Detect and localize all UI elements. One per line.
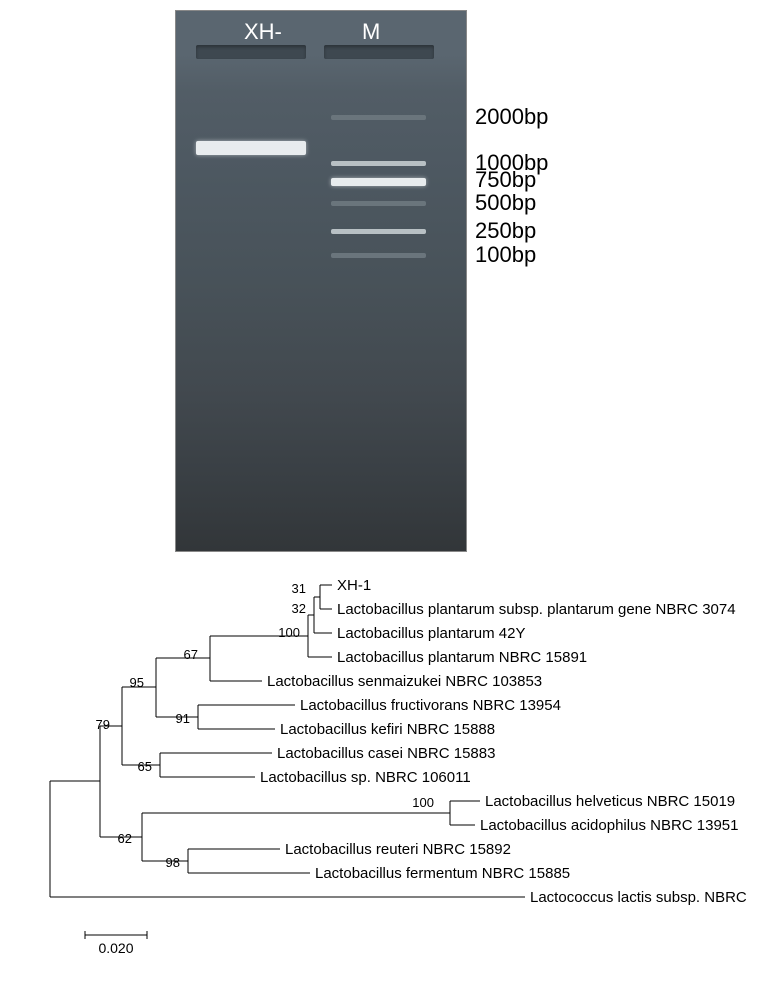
taxon-label: Lactobacillus fermentum NBRC 15885	[315, 865, 570, 882]
scale-value: 0.020	[98, 940, 133, 956]
bootstrap-value: 65	[138, 759, 152, 774]
ladder-band	[331, 229, 426, 234]
ladder-band	[331, 253, 426, 258]
taxon-label: Lactobacillus plantarum subsp. plantarum…	[337, 601, 736, 618]
bootstrap-value: 98	[166, 855, 180, 870]
bootstrap-value: 95	[130, 675, 144, 690]
taxon-label: Lactobacillus sp. NBRC 106011	[260, 769, 471, 786]
taxon-label: Lactobacillus plantarum 42Y	[337, 625, 525, 642]
taxon-label: Lactobacillus plantarum NBRC 15891	[337, 649, 587, 666]
ladder-label: 250bp	[475, 218, 536, 244]
taxon-label: Lactobacillus casei NBRC 15883	[277, 745, 495, 762]
bootstrap-value: 31	[292, 581, 306, 596]
bootstrap-value: 91	[176, 711, 190, 726]
phylogenetic-tree: XH-1 Lactobacillus plantarum subsp. plant…	[30, 565, 750, 985]
taxon-label: Lactobacillus helveticus NBRC 15019	[485, 793, 735, 810]
ladder-label: 100bp	[475, 242, 536, 268]
taxon-label: Lactobacillus kefiri NBRC 15888	[280, 721, 495, 738]
ladder-band	[331, 201, 426, 206]
gel-panel: XH- M 2000bp1000bp750bp500bp250bp100bp	[175, 10, 465, 550]
taxon-label: Lactobacillus acidophilus NBRC 13951	[480, 817, 739, 834]
gel-image: XH- M	[175, 10, 467, 552]
ladder-label: 2000bp	[475, 104, 548, 130]
taxon-label: Lactobacillus reuteri NBRC 15892	[285, 841, 511, 858]
ladder-band	[331, 115, 426, 120]
bootstrap-value: 100	[278, 625, 300, 640]
well-marker	[324, 45, 434, 59]
sample-band	[196, 141, 306, 155]
bootstrap-value: 79	[96, 717, 110, 732]
lane-label-marker: M	[362, 19, 380, 45]
taxon-label: Lactococcus lactis subsp. NBRC 100676	[530, 889, 750, 906]
bootstrap-value: 67	[184, 647, 198, 662]
lane-label-sample: XH-	[244, 19, 282, 45]
ladder-band	[331, 161, 426, 166]
tree-svg: XH-1 Lactobacillus plantarum subsp. plant…	[30, 565, 750, 985]
taxon-label: Lactobacillus senmaizukei NBRC 103853	[267, 673, 542, 690]
bootstrap-value: 32	[292, 601, 306, 616]
taxon-label: XH-1	[337, 577, 371, 594]
well-sample	[196, 45, 306, 59]
bootstrap-value: 62	[118, 831, 132, 846]
ladder-band	[331, 178, 426, 186]
ladder-label: 500bp	[475, 190, 536, 216]
taxon-label: Lactobacillus fructivorans NBRC 13954	[300, 697, 561, 714]
bootstrap-value: 100	[412, 795, 434, 810]
